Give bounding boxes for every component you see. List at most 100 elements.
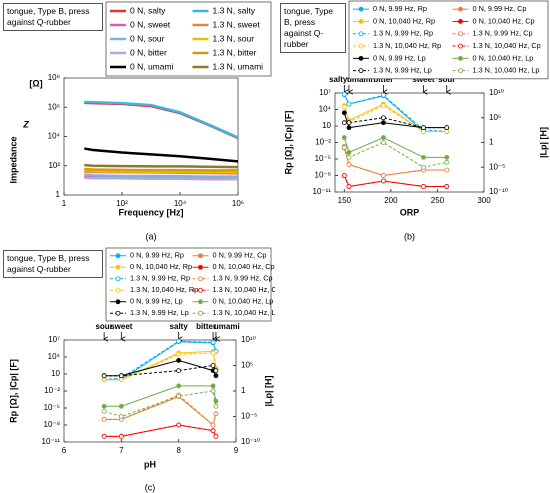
legend-label: 0 N, 10,040 Hz, Rp xyxy=(130,262,192,271)
x-tick-label: 1 xyxy=(62,199,67,208)
data-point xyxy=(444,154,450,160)
legend-marker xyxy=(358,31,364,37)
y-axis-label: Rp [Ω], |Cp| [F] xyxy=(283,111,293,175)
data-point xyxy=(381,173,386,178)
y-axis-label: Rp [Ω], |Cp| [F] xyxy=(8,359,18,423)
data-point xyxy=(341,145,347,150)
legend-label: 1.3 N, sweet xyxy=(213,19,261,29)
data-point xyxy=(101,403,107,409)
legend-label: 0 N, 10,040 Hz, Cp xyxy=(473,16,535,25)
legend-label: 1.3 N, 10,040 Hz, Rp xyxy=(130,285,198,294)
series-line xyxy=(84,173,238,178)
legend-label: 0 N, salty xyxy=(130,5,166,15)
data-point xyxy=(118,403,124,409)
data-point xyxy=(101,377,107,383)
data-point xyxy=(444,167,450,173)
legend-label: 0 N, sweet xyxy=(130,19,171,29)
legend-label: 0 N, 9.99 Hz, Cp xyxy=(213,251,267,260)
data-point xyxy=(213,433,219,439)
caption: (b) xyxy=(404,231,415,241)
legend-marker xyxy=(198,276,203,282)
annotation: sweet xyxy=(412,75,435,84)
legend-marker xyxy=(458,6,463,12)
legend-marker xyxy=(198,253,203,259)
y2-tick-label: 10⁻¹⁰ xyxy=(241,437,260,446)
y2-tick-label: 10¹⁰ xyxy=(241,335,256,344)
legend-label: 1.3 N, 9.99 Hz, Rp xyxy=(373,29,433,38)
legend-marker xyxy=(198,264,203,270)
data-point xyxy=(176,351,182,357)
data-point xyxy=(118,377,124,383)
y-tick-label: 10 xyxy=(51,369,60,378)
data-point xyxy=(381,178,386,184)
y-tick-label: 10⁻⁵ xyxy=(44,403,60,412)
y-tick-label: 10⁶ xyxy=(48,102,60,111)
y-tick-label: 10⁻² xyxy=(315,138,331,147)
legend-marker xyxy=(458,55,463,61)
legend-marker xyxy=(115,310,121,316)
x-tick-label: 9 xyxy=(234,446,239,455)
series-line xyxy=(104,385,217,407)
data-point xyxy=(176,358,182,363)
series-line xyxy=(84,168,238,174)
legend-marker xyxy=(198,310,203,316)
y2-tick-label: 1 xyxy=(489,138,494,147)
x-axis-label: Frequency [Hz] xyxy=(118,207,183,217)
data-point xyxy=(444,184,450,189)
data-point xyxy=(341,104,347,110)
data-point xyxy=(210,363,216,368)
legend-label: 1.3 N, 9.99 Hz, Lp xyxy=(373,66,432,75)
series-line xyxy=(343,175,447,188)
data-point xyxy=(346,162,352,167)
legend-box xyxy=(105,1,272,77)
y-tick-label: 10 xyxy=(322,121,331,130)
data-point xyxy=(341,120,347,126)
data-point xyxy=(210,350,216,356)
x-tick-label: 8 xyxy=(176,446,181,455)
series-line xyxy=(84,176,238,181)
y2-tick-label: 10⁵ xyxy=(241,361,253,370)
annotation: umami xyxy=(347,75,373,84)
y-tick-label: 10⁴ xyxy=(48,352,61,361)
data-point xyxy=(421,154,426,160)
data-point xyxy=(210,422,216,428)
data-point xyxy=(176,368,182,373)
series-line xyxy=(84,100,239,139)
legend-marker xyxy=(358,6,364,12)
series-line xyxy=(343,105,447,132)
data-point xyxy=(176,422,182,428)
data-point xyxy=(213,373,219,379)
data-point xyxy=(421,129,426,134)
y-axis-label: Impedance xyxy=(8,136,18,183)
legend-label: 1.3 N, 9.99 Hz, Rp xyxy=(130,274,190,283)
legend-marker xyxy=(115,287,121,293)
legend-marker xyxy=(115,276,121,282)
legend-box xyxy=(348,0,549,80)
legend-label: 1.3 N, bitter xyxy=(213,47,257,57)
y2-tick-label: 1 xyxy=(241,386,246,395)
series-line xyxy=(84,147,239,163)
y-axis-symbol: Z xyxy=(22,119,29,129)
annotation: salty xyxy=(170,322,189,331)
legend-label: 0 N, 9.99 Hz, Rp xyxy=(373,4,427,13)
y-tick-label: 10⁻² xyxy=(44,386,60,395)
data-point xyxy=(346,101,352,107)
legend-marker xyxy=(198,287,203,293)
legend-label: 1.3 N, salty xyxy=(213,5,256,15)
legend-label: 1.3 N, 9.99 Hz, Cp xyxy=(473,29,533,38)
legend-marker xyxy=(358,43,364,49)
series-line xyxy=(343,141,447,168)
y2-axis-label: |Lp| [H] xyxy=(538,127,548,158)
data-point xyxy=(101,408,107,414)
y-tick-label: 10⁴ xyxy=(319,105,332,114)
legend-label: 1.3 N, 10,040 Hz, Lp xyxy=(213,308,276,317)
x-tick-label: 10⁴ xyxy=(174,199,187,208)
annotation: bitter xyxy=(196,322,216,331)
y-tick-label: 10⁻¹¹ xyxy=(42,437,61,446)
y2-tick-label: 10⁻⁵ xyxy=(241,412,257,421)
x-tick-label: 250 xyxy=(431,196,445,205)
x-axis-label: pH xyxy=(144,459,156,469)
legend-label: 0 N, 9.99 Hz, Lp xyxy=(130,297,183,306)
x-tick-label: 6 xyxy=(62,446,67,455)
